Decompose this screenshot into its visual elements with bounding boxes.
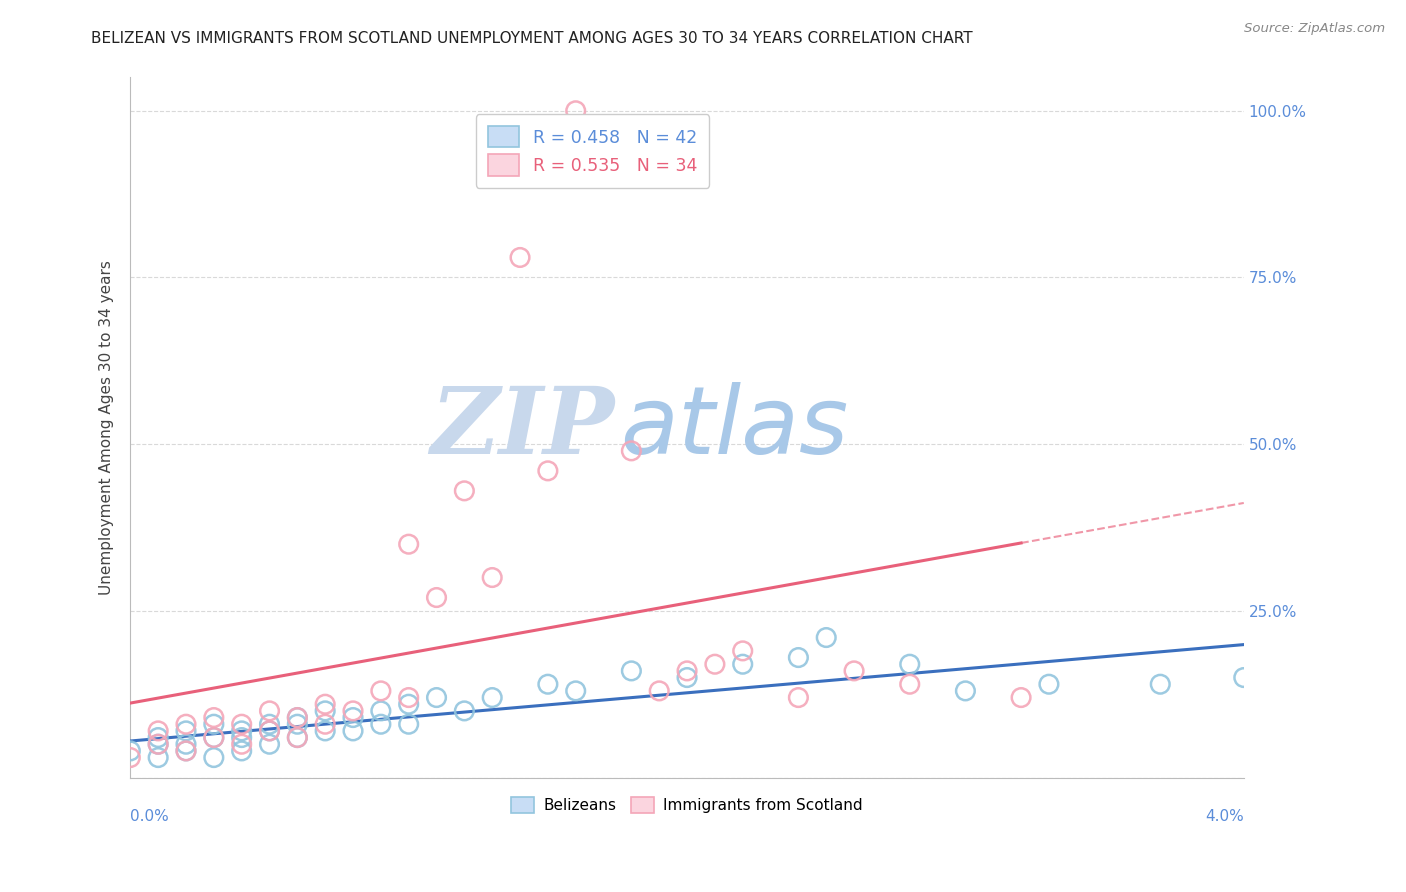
- Point: [285, 731, 308, 745]
- Point: [1038, 677, 1060, 691]
- Point: [398, 697, 420, 711]
- Point: [146, 723, 169, 738]
- Point: [259, 717, 281, 731]
- Point: [231, 731, 253, 745]
- Point: [731, 644, 754, 658]
- Legend: Belizeans, Immigrants from Scotland: Belizeans, Immigrants from Scotland: [505, 790, 869, 819]
- Point: [146, 737, 169, 751]
- Point: [955, 684, 977, 698]
- Point: [398, 690, 420, 705]
- Point: [370, 717, 392, 731]
- Text: BELIZEAN VS IMMIGRANTS FROM SCOTLAND UNEMPLOYMENT AMONG AGES 30 TO 34 YEARS CORR: BELIZEAN VS IMMIGRANTS FROM SCOTLAND UNE…: [91, 31, 973, 46]
- Point: [259, 723, 281, 738]
- Point: [731, 657, 754, 672]
- Point: [564, 103, 586, 118]
- Point: [174, 744, 197, 758]
- Point: [174, 717, 197, 731]
- Point: [285, 717, 308, 731]
- Point: [202, 750, 225, 764]
- Point: [285, 710, 308, 724]
- Point: [1149, 677, 1171, 691]
- Point: [370, 704, 392, 718]
- Point: [342, 723, 364, 738]
- Point: [259, 723, 281, 738]
- Point: [620, 443, 643, 458]
- Point: [453, 483, 475, 498]
- Point: [1010, 690, 1032, 705]
- Point: [342, 704, 364, 718]
- Point: [898, 657, 921, 672]
- Y-axis label: Unemployment Among Ages 30 to 34 years: Unemployment Among Ages 30 to 34 years: [100, 260, 114, 595]
- Point: [1233, 671, 1256, 685]
- Point: [285, 710, 308, 724]
- Point: [425, 591, 447, 605]
- Point: [620, 664, 643, 678]
- Point: [146, 737, 169, 751]
- Text: ZIP: ZIP: [430, 383, 614, 473]
- Point: [202, 710, 225, 724]
- Point: [174, 744, 197, 758]
- Point: [425, 690, 447, 705]
- Point: [842, 664, 865, 678]
- Point: [120, 744, 142, 758]
- Point: [146, 750, 169, 764]
- Text: 4.0%: 4.0%: [1205, 809, 1244, 824]
- Point: [370, 684, 392, 698]
- Point: [259, 704, 281, 718]
- Point: [703, 657, 725, 672]
- Point: [231, 723, 253, 738]
- Point: [202, 731, 225, 745]
- Point: [787, 650, 810, 665]
- Point: [481, 570, 503, 584]
- Point: [509, 251, 531, 265]
- Point: [174, 723, 197, 738]
- Text: 0.0%: 0.0%: [131, 809, 169, 824]
- Point: [314, 717, 336, 731]
- Point: [259, 737, 281, 751]
- Point: [231, 744, 253, 758]
- Point: [231, 737, 253, 751]
- Point: [537, 677, 560, 691]
- Point: [537, 464, 560, 478]
- Text: atlas: atlas: [620, 382, 848, 473]
- Point: [815, 631, 838, 645]
- Point: [398, 717, 420, 731]
- Point: [453, 704, 475, 718]
- Point: [174, 737, 197, 751]
- Point: [787, 690, 810, 705]
- Point: [314, 697, 336, 711]
- Point: [314, 723, 336, 738]
- Point: [146, 731, 169, 745]
- Point: [314, 704, 336, 718]
- Point: [202, 717, 225, 731]
- Point: [648, 684, 671, 698]
- Point: [231, 717, 253, 731]
- Point: [342, 710, 364, 724]
- Point: [898, 677, 921, 691]
- Point: [120, 750, 142, 764]
- Point: [481, 690, 503, 705]
- Text: Source: ZipAtlas.com: Source: ZipAtlas.com: [1244, 22, 1385, 36]
- Point: [564, 684, 586, 698]
- Point: [676, 671, 699, 685]
- Point: [202, 731, 225, 745]
- Point: [285, 731, 308, 745]
- Point: [398, 537, 420, 551]
- Point: [676, 664, 699, 678]
